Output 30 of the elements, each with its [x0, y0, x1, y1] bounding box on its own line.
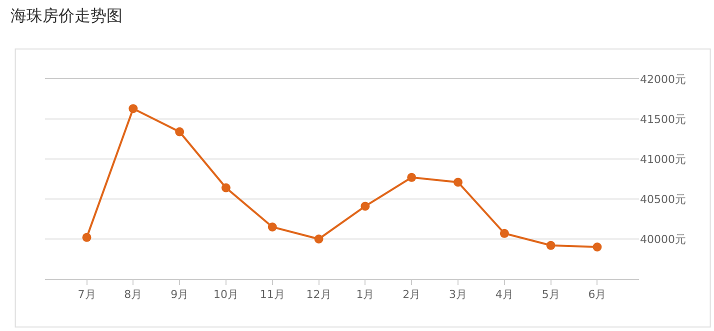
point: [82, 232, 92, 242]
y-tick-label: 41000元: [640, 152, 686, 166]
x-tick-label: 9月: [170, 288, 189, 302]
point: [407, 172, 416, 182]
point: [221, 183, 230, 192]
x-tick-label: 12月: [306, 288, 332, 302]
x-tick-label: 1月: [356, 288, 374, 302]
point: [268, 222, 277, 232]
y-tick-label: 42000元: [640, 72, 686, 86]
point: [546, 240, 556, 250]
y-tick-label: 41500元: [640, 112, 686, 126]
x-tick-label: 4月: [495, 288, 514, 302]
y-tick-label: 40000元: [640, 232, 686, 246]
x-tick-label: 8月: [124, 288, 142, 302]
point: [175, 127, 184, 136]
x-tick-label: 7月: [78, 288, 96, 302]
point: [314, 234, 324, 244]
point: [592, 242, 602, 252]
x-tick-label: 6月: [588, 288, 606, 302]
y-tick-label: 40500元: [640, 192, 686, 206]
point: [500, 228, 509, 238]
chart-title: 海珠房价走势图: [10, 6, 123, 26]
x-tick-label: 3月: [449, 288, 468, 302]
point: [128, 104, 138, 114]
point: [360, 202, 370, 211]
x-tick-label: 5月: [542, 288, 560, 302]
x-tick-label: 2月: [402, 288, 421, 302]
x-tick-label: 10月: [213, 288, 238, 302]
point: [454, 178, 463, 187]
x-tick-label: 11月: [260, 288, 285, 302]
